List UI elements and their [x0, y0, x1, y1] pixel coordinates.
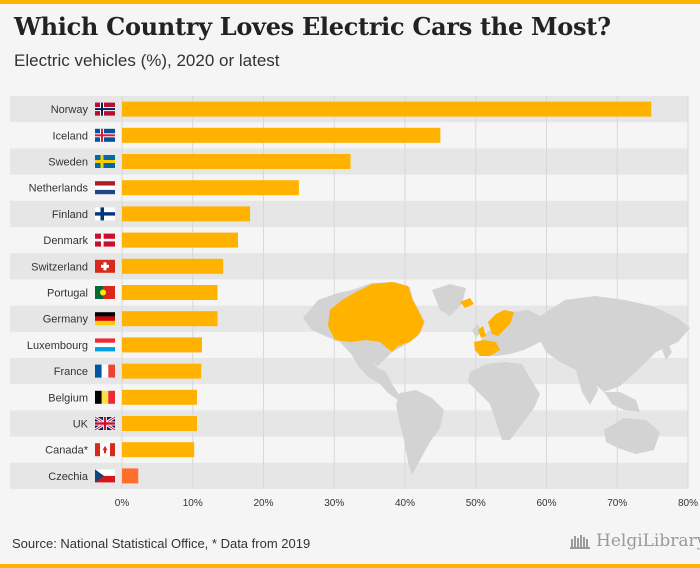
top-accent-bar	[0, 0, 700, 4]
category-label-switzerland: Switzerland	[31, 261, 88, 273]
chart-subtitle: Electric vehicles (%), 2020 or latest	[14, 51, 280, 70]
category-label-finland: Finland	[52, 209, 88, 221]
luxembourg-flag-icon	[95, 338, 115, 352]
category-label-sweden: Sweden	[48, 157, 88, 169]
x-tick-label: 20%	[253, 498, 273, 509]
x-tick-label: 80%	[678, 498, 698, 509]
flags	[94, 102, 116, 483]
belgium-flag-icon	[95, 390, 115, 404]
category-label-portugal: Portugal	[47, 288, 88, 300]
x-axis-ticks: 0% 10% 20% 30% 40% 50% 60% 70% 80%	[115, 498, 698, 509]
france-flag-icon	[95, 364, 115, 378]
x-tick-label: 0%	[115, 498, 130, 509]
category-label-norway: Norway	[51, 104, 89, 116]
bar-belgium	[122, 389, 197, 405]
denmark-flag-icon	[95, 233, 115, 247]
iceland-flag-icon	[95, 128, 115, 142]
czechia-flag-icon	[95, 469, 115, 483]
category-label-uk: UK	[73, 419, 89, 431]
category-labels: Norway Iceland Sweden Netherlands Finland Den…	[27, 104, 89, 483]
bar-netherlands	[122, 180, 299, 196]
world-map	[303, 282, 690, 475]
canada-flag-icon	[95, 443, 115, 457]
bar-finland	[122, 206, 251, 222]
bar-luxembourg	[122, 337, 202, 353]
brand-name: HelgiLibrary.	[596, 531, 700, 551]
x-tick-label: 40%	[395, 498, 415, 509]
bars	[122, 101, 652, 484]
bar-sweden	[122, 154, 351, 169]
norway-flag-icon	[95, 102, 115, 116]
bar-denmark	[122, 232, 239, 248]
bar-norway	[122, 101, 652, 117]
category-label-belgium: Belgium	[48, 392, 88, 404]
bar-canada	[122, 442, 195, 458]
category-label-iceland: Iceland	[53, 130, 88, 142]
x-tick-label: 50%	[466, 498, 486, 509]
bar-uk	[122, 416, 197, 431]
category-label-luxembourg: Luxembourg	[27, 340, 88, 352]
bottom-accent-bar	[0, 564, 700, 568]
switzerland-flag-icon	[95, 259, 115, 273]
bar-czechia	[122, 468, 139, 484]
bar-switzerland	[122, 258, 224, 274]
category-label-germany: Germany	[43, 314, 89, 326]
bar-iceland	[122, 127, 441, 143]
uk-flag-icon	[94, 415, 116, 432]
helgilibrary-logo: HelgiLibrary.	[570, 531, 700, 551]
germany-flag-icon	[95, 312, 115, 326]
portugal-flag-icon	[95, 286, 115, 299]
x-tick-label: 30%	[324, 498, 344, 509]
x-tick-label: 60%	[536, 498, 556, 509]
category-label-czechia: Czechia	[48, 471, 89, 483]
library-icon	[570, 535, 590, 549]
category-label-denmark: Denmark	[43, 235, 88, 247]
bar-germany	[122, 311, 218, 327]
x-tick-label: 70%	[607, 498, 627, 509]
world-map-highlighted	[328, 282, 514, 356]
category-label-france: France	[54, 366, 88, 378]
bar-france	[122, 363, 202, 379]
netherlands-flag-icon	[95, 181, 115, 195]
sweden-flag-icon	[95, 155, 115, 168]
category-label-canada: Canada*	[45, 445, 89, 457]
bar-portugal	[122, 285, 218, 300]
chart-title: Which Country Loves Electric Cars the Mo…	[14, 12, 611, 41]
finland-flag-icon	[95, 207, 115, 221]
category-label-netherlands: Netherlands	[29, 183, 89, 195]
source-note: Source: National Statistical Office, * D…	[12, 536, 311, 551]
x-tick-label: 10%	[183, 498, 203, 509]
